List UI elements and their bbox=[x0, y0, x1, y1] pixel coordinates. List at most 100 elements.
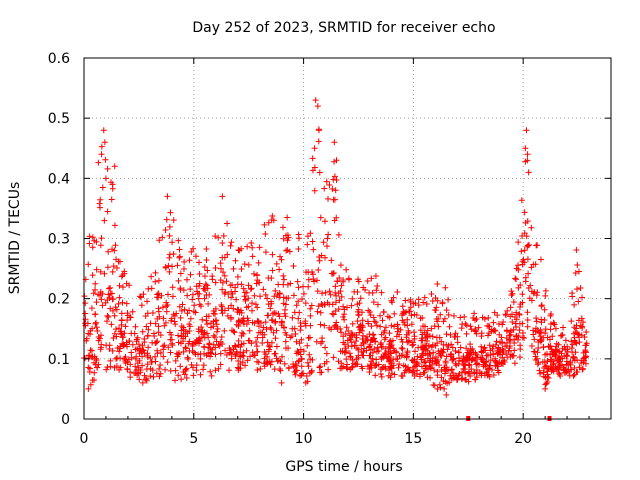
data-point bbox=[437, 311, 444, 318]
data-point bbox=[228, 294, 235, 301]
data-point bbox=[122, 356, 129, 363]
data-point bbox=[167, 367, 174, 374]
data-point bbox=[119, 272, 126, 279]
data-point bbox=[163, 303, 170, 310]
data-point bbox=[209, 273, 216, 280]
data-point bbox=[316, 169, 323, 176]
data-point bbox=[303, 372, 310, 379]
data-point bbox=[370, 299, 377, 306]
data-point bbox=[265, 219, 272, 226]
data-point bbox=[332, 299, 339, 306]
data-point bbox=[420, 299, 427, 306]
data-point bbox=[355, 306, 362, 313]
data-point bbox=[189, 291, 196, 298]
data-point bbox=[373, 287, 380, 294]
data-point bbox=[453, 362, 460, 369]
data-point bbox=[288, 333, 295, 340]
data-point bbox=[245, 261, 252, 268]
data-point bbox=[111, 163, 118, 170]
data-point bbox=[278, 379, 285, 386]
data-point bbox=[330, 354, 337, 361]
data-point bbox=[482, 359, 489, 366]
chart-title: Day 252 of 2023, SRMTID for receiver ech… bbox=[192, 20, 495, 36]
data-point bbox=[169, 239, 176, 246]
y-axis-label: SRMTID / TECUs bbox=[7, 182, 23, 295]
data-point bbox=[573, 340, 580, 347]
data-point bbox=[442, 284, 449, 291]
data-point bbox=[436, 362, 443, 369]
data-point bbox=[396, 360, 403, 367]
data-point bbox=[181, 306, 188, 313]
data-point bbox=[189, 296, 196, 303]
data-point bbox=[542, 385, 549, 392]
data-point bbox=[268, 358, 275, 365]
data-point bbox=[473, 367, 480, 374]
data-point bbox=[138, 302, 145, 309]
data-point bbox=[525, 169, 532, 176]
data-point bbox=[410, 368, 417, 375]
data-point bbox=[424, 355, 431, 362]
data-point bbox=[355, 311, 362, 318]
data-point bbox=[155, 305, 162, 312]
data-point bbox=[202, 281, 209, 288]
data-point bbox=[135, 341, 142, 348]
data-point bbox=[494, 312, 501, 319]
data-point bbox=[131, 370, 138, 377]
data-point bbox=[162, 226, 169, 233]
data-point bbox=[91, 369, 98, 376]
data-point bbox=[495, 321, 502, 328]
data-point bbox=[268, 326, 275, 333]
data-point bbox=[445, 311, 452, 318]
data-point bbox=[128, 354, 135, 361]
data-point bbox=[254, 358, 261, 365]
data-point bbox=[106, 342, 113, 349]
data-point bbox=[573, 247, 580, 254]
data-point bbox=[253, 272, 260, 279]
data-point bbox=[139, 379, 146, 386]
data-point bbox=[315, 267, 322, 274]
data-point bbox=[221, 272, 228, 279]
data-point bbox=[382, 334, 389, 341]
data-point bbox=[112, 304, 119, 311]
data-point bbox=[238, 309, 245, 316]
data-point bbox=[153, 370, 160, 377]
data-point bbox=[348, 302, 355, 309]
data-point bbox=[144, 361, 151, 368]
data-point bbox=[267, 324, 274, 331]
data-point bbox=[242, 296, 249, 303]
data-point bbox=[415, 302, 422, 309]
data-point bbox=[160, 346, 167, 353]
data-point bbox=[105, 248, 112, 255]
data-point bbox=[378, 331, 385, 338]
data-point bbox=[152, 353, 159, 360]
data-point bbox=[250, 270, 257, 277]
data-point bbox=[219, 193, 226, 200]
data-point bbox=[562, 346, 569, 353]
data-point bbox=[290, 292, 297, 299]
data-point bbox=[240, 340, 247, 347]
data-point bbox=[187, 286, 194, 293]
data-point bbox=[575, 317, 582, 324]
data-point bbox=[305, 283, 312, 290]
data-point bbox=[201, 343, 208, 350]
data-point bbox=[89, 272, 96, 279]
data-point bbox=[525, 285, 532, 292]
data-point bbox=[450, 355, 457, 362]
data-point bbox=[132, 363, 139, 370]
data-point bbox=[369, 337, 376, 344]
data-point bbox=[121, 342, 128, 349]
data-point bbox=[473, 330, 480, 337]
data-point bbox=[487, 357, 494, 364]
data-point bbox=[172, 377, 179, 384]
data-point bbox=[137, 369, 144, 376]
data-point bbox=[490, 371, 497, 378]
data-point bbox=[203, 246, 210, 253]
data-point bbox=[145, 285, 152, 292]
data-point bbox=[369, 289, 376, 296]
data-point bbox=[206, 340, 213, 347]
data-point bbox=[461, 313, 468, 320]
data-point bbox=[118, 273, 125, 280]
data-point bbox=[581, 334, 588, 341]
data-point bbox=[322, 289, 329, 296]
data-point bbox=[111, 222, 118, 229]
